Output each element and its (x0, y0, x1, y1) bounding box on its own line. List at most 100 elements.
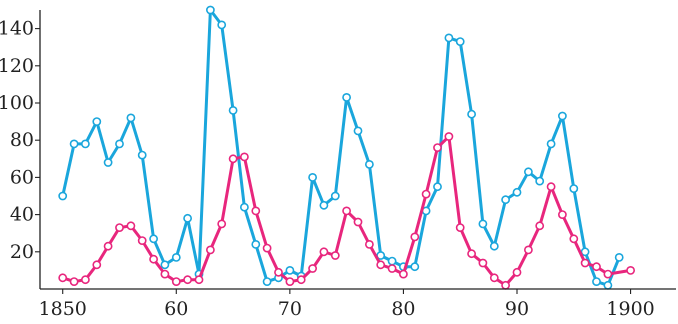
series-1-point-1877 (364, 159, 374, 169)
series-2-point-1887 (478, 258, 488, 268)
series-1-point-1867 (251, 239, 261, 249)
series-2-point-1900 (626, 265, 635, 275)
tick-layer: 20 40 60 80 100 120 140 1850 60 70 80 90 1900 (0, 18, 655, 320)
series-1-point-1854 (103, 158, 113, 167)
y-tick-label-60: 60 (10, 166, 34, 188)
axes (39, 10, 676, 290)
series-layer (58, 5, 635, 290)
series-1-point-1872 (308, 172, 317, 182)
series-2-point-1855 (115, 223, 124, 232)
x-tick-label-1890: 90 (505, 298, 529, 320)
series-1-point-1894 (558, 111, 567, 121)
series-2-point-1876 (353, 217, 363, 227)
y-tick-label-20: 20 (10, 241, 34, 263)
series-1-point-1874 (330, 191, 340, 201)
series-2-point-1879 (387, 264, 397, 273)
y-tick-label-80: 80 (10, 129, 34, 151)
series-2-point-1888 (489, 273, 499, 283)
series-2-point-1864 (217, 219, 227, 229)
series-2-point-1898 (603, 269, 613, 279)
series-2-point-1857 (137, 236, 147, 245)
x-tick-label-1900: 1900 (606, 298, 654, 320)
series-2-point-1853 (92, 260, 102, 270)
series-2-point-1852 (81, 275, 90, 285)
series-1-point-1875 (342, 93, 351, 102)
series-1-point-1895 (569, 184, 579, 193)
series-1-point-1868 (262, 277, 272, 286)
series-1 (58, 5, 624, 290)
series-2-point-1880 (398, 269, 408, 279)
y-tick-label-120: 120 (0, 55, 34, 77)
series-1-point-1887 (478, 219, 488, 229)
series-1-point-1863 (205, 5, 215, 15)
series-1-point-1876 (353, 126, 363, 136)
series-2-point-1890 (512, 267, 522, 277)
series-2-point-1862 (194, 275, 204, 285)
series-1-point-1859 (160, 260, 170, 270)
series-2-point-1867 (251, 206, 261, 216)
series-2-point-1866 (239, 152, 249, 162)
series-1-point-1879 (387, 256, 397, 266)
series-2-point-1854 (103, 241, 113, 251)
series-1-point-1897 (592, 277, 601, 286)
series-1-line (61, 8, 621, 287)
series-2-point-1885 (455, 223, 465, 232)
series-1-point-1885 (455, 37, 465, 46)
series-2-point-1894 (558, 210, 567, 219)
series-2-point-1884 (444, 132, 454, 141)
series-1-point-1889 (501, 195, 510, 205)
series-1-point-1890 (512, 187, 522, 197)
series-2-point-1863 (205, 245, 215, 255)
series-1-point-1866 (239, 202, 249, 212)
x-tick-label-1860: 60 (164, 298, 188, 320)
series-2-point-1872 (308, 264, 317, 273)
series-2-point-1874 (330, 251, 340, 260)
series-1-point-1892 (535, 176, 545, 186)
series-1-point-1898 (603, 280, 613, 290)
series-2-point-1865 (228, 154, 238, 164)
series-1-point-1858 (149, 234, 158, 244)
series-2-point-1873 (319, 247, 329, 257)
series-1-point-1856 (126, 113, 136, 123)
series-1-point-1865 (228, 106, 238, 115)
series-1-point-1870 (285, 265, 295, 275)
series-1-point-1853 (92, 117, 102, 126)
series-1-point-1861 (183, 213, 192, 223)
series-2-point-1889 (501, 280, 510, 290)
series-1-point-1884 (444, 33, 454, 43)
series-2-point-1850 (58, 273, 68, 283)
series-2-point-1860 (171, 277, 181, 286)
y-tick-label-40: 40 (10, 204, 34, 226)
series-2-point-1851 (69, 277, 79, 286)
series-2-point-1896 (580, 258, 590, 268)
series-2-point-1858 (149, 254, 158, 264)
series-1-point-1888 (489, 241, 499, 251)
series-1-point-1883 (433, 182, 442, 192)
x-tick-label-1850: 1850 (39, 298, 87, 320)
series-2-point-1883 (433, 143, 442, 152)
series-2-point-1861 (183, 275, 192, 285)
series-1-point-1855 (115, 139, 124, 149)
series-2 (58, 132, 635, 290)
series-2-point-1897 (592, 262, 601, 272)
series-2-point-1893 (546, 182, 556, 192)
series-1-point-1860 (171, 252, 181, 262)
series-1-point-1886 (467, 109, 476, 119)
y-tick-label-100: 100 (0, 92, 34, 114)
series-2-point-1878 (376, 260, 386, 270)
series-2-point-1892 (535, 221, 545, 231)
series-2-point-1886 (467, 249, 476, 259)
series-1-point-1864 (217, 20, 227, 30)
series-2-point-1875 (342, 206, 351, 216)
series-2-point-1859 (160, 269, 170, 279)
series-2-point-1869 (274, 267, 283, 277)
series-2-point-1877 (364, 239, 374, 249)
series-1-point-1891 (524, 167, 533, 177)
y-tick-label-140: 140 (0, 18, 34, 40)
series-1-point-1850 (58, 191, 68, 201)
series-2-point-1891 (524, 245, 533, 255)
series-1-point-1899 (614, 252, 624, 262)
series-2-point-1868 (262, 243, 272, 253)
series-2-point-1871 (296, 275, 306, 285)
series-2-point-1882 (421, 189, 431, 199)
